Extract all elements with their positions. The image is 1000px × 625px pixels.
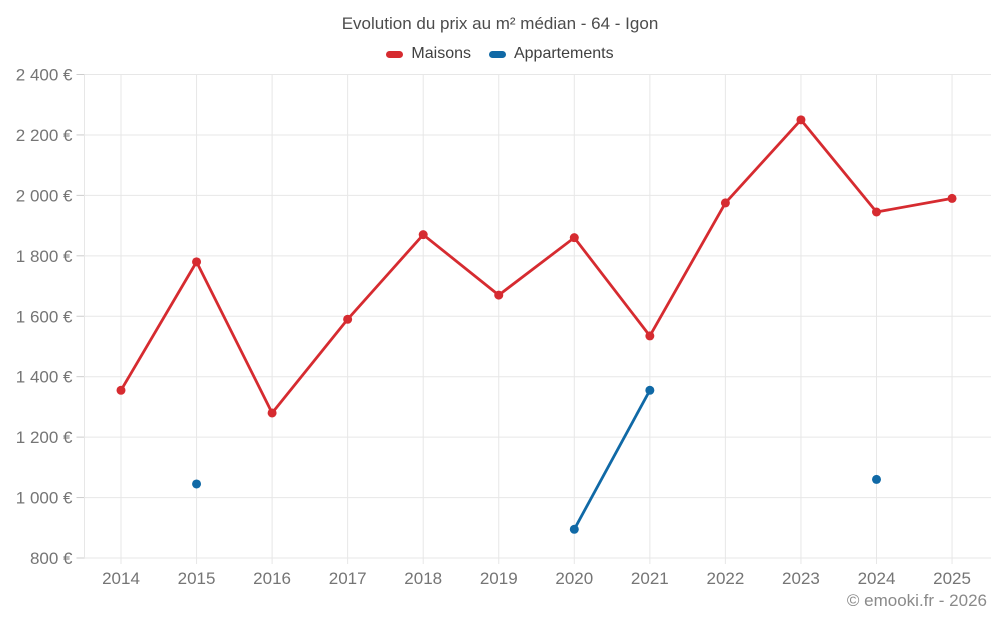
legend: Maisons Appartements	[0, 45, 1000, 63]
x-tick-label: 2020	[555, 569, 593, 588]
maisons-point-2016[interactable]	[267, 408, 277, 418]
y-tick-label: 1 000 €	[16, 489, 73, 508]
maisons-point-2025[interactable]	[947, 193, 957, 203]
legend-item-appartements: Appartements	[488, 45, 614, 63]
appartements-point-2015[interactable]	[192, 479, 202, 489]
y-tick-label: 1 200 €	[16, 428, 73, 447]
y-tick-label: 2 400 €	[16, 66, 73, 85]
y-tick-label: 1 600 €	[16, 307, 73, 326]
maisons-point-2024[interactable]	[872, 207, 881, 217]
maisons-point-2021[interactable]	[645, 331, 655, 341]
y-tick-label: 1 800 €	[16, 247, 73, 266]
maisons-point-2015[interactable]	[192, 257, 202, 267]
x-tick-label: 2021	[631, 569, 669, 588]
maisons-swatch-icon	[386, 50, 404, 58]
maisons-point-2023[interactable]	[796, 115, 806, 125]
chart-title: Evolution du prix au m² médian - 64 - Ig…	[341, 14, 659, 33]
legend-item-maisons: Maisons	[386, 45, 471, 63]
maisons-line	[119, 118, 954, 415]
legend-label-maisons: Maisons	[411, 45, 471, 62]
maisons-point-2019[interactable]	[494, 290, 504, 300]
maisons-point-2017[interactable]	[343, 314, 353, 324]
x-tick-label: 2024	[858, 569, 896, 588]
x-tick-label: 2019	[480, 569, 518, 588]
x-tick-label: 2016	[253, 569, 291, 588]
x-tick-label: 2018	[404, 569, 442, 588]
y-tick-label: 2 000 €	[16, 186, 73, 205]
legend-label-appartements: Appartements	[513, 45, 614, 62]
appartements-point-2024[interactable]	[872, 474, 881, 484]
x-tick-label: 2025	[933, 569, 971, 588]
x-tick-label: 2022	[706, 569, 744, 588]
appartements-point-2021[interactable]	[645, 385, 655, 395]
x-tick-label: 2014	[102, 569, 140, 588]
maisons-point-2022[interactable]	[720, 198, 730, 208]
appartements-swatch-icon	[488, 50, 506, 58]
x-tick-label: 2015	[178, 569, 216, 588]
maisons-point-2018[interactable]	[418, 230, 428, 240]
appartements-line	[572, 388, 652, 531]
appartements-point-2020[interactable]	[569, 524, 579, 534]
y-tick-label: 1 400 €	[16, 368, 73, 387]
maisons-point-2020[interactable]	[569, 233, 579, 243]
credit-text: © emooki.fr - 2026	[846, 591, 987, 610]
x-tick-label: 2023	[782, 569, 820, 588]
y-tick-label: 800 €	[30, 549, 73, 568]
y-tick-label: 2 200 €	[16, 126, 73, 145]
x-tick-label: 2017	[329, 569, 367, 588]
maisons-point-2014[interactable]	[116, 385, 126, 395]
